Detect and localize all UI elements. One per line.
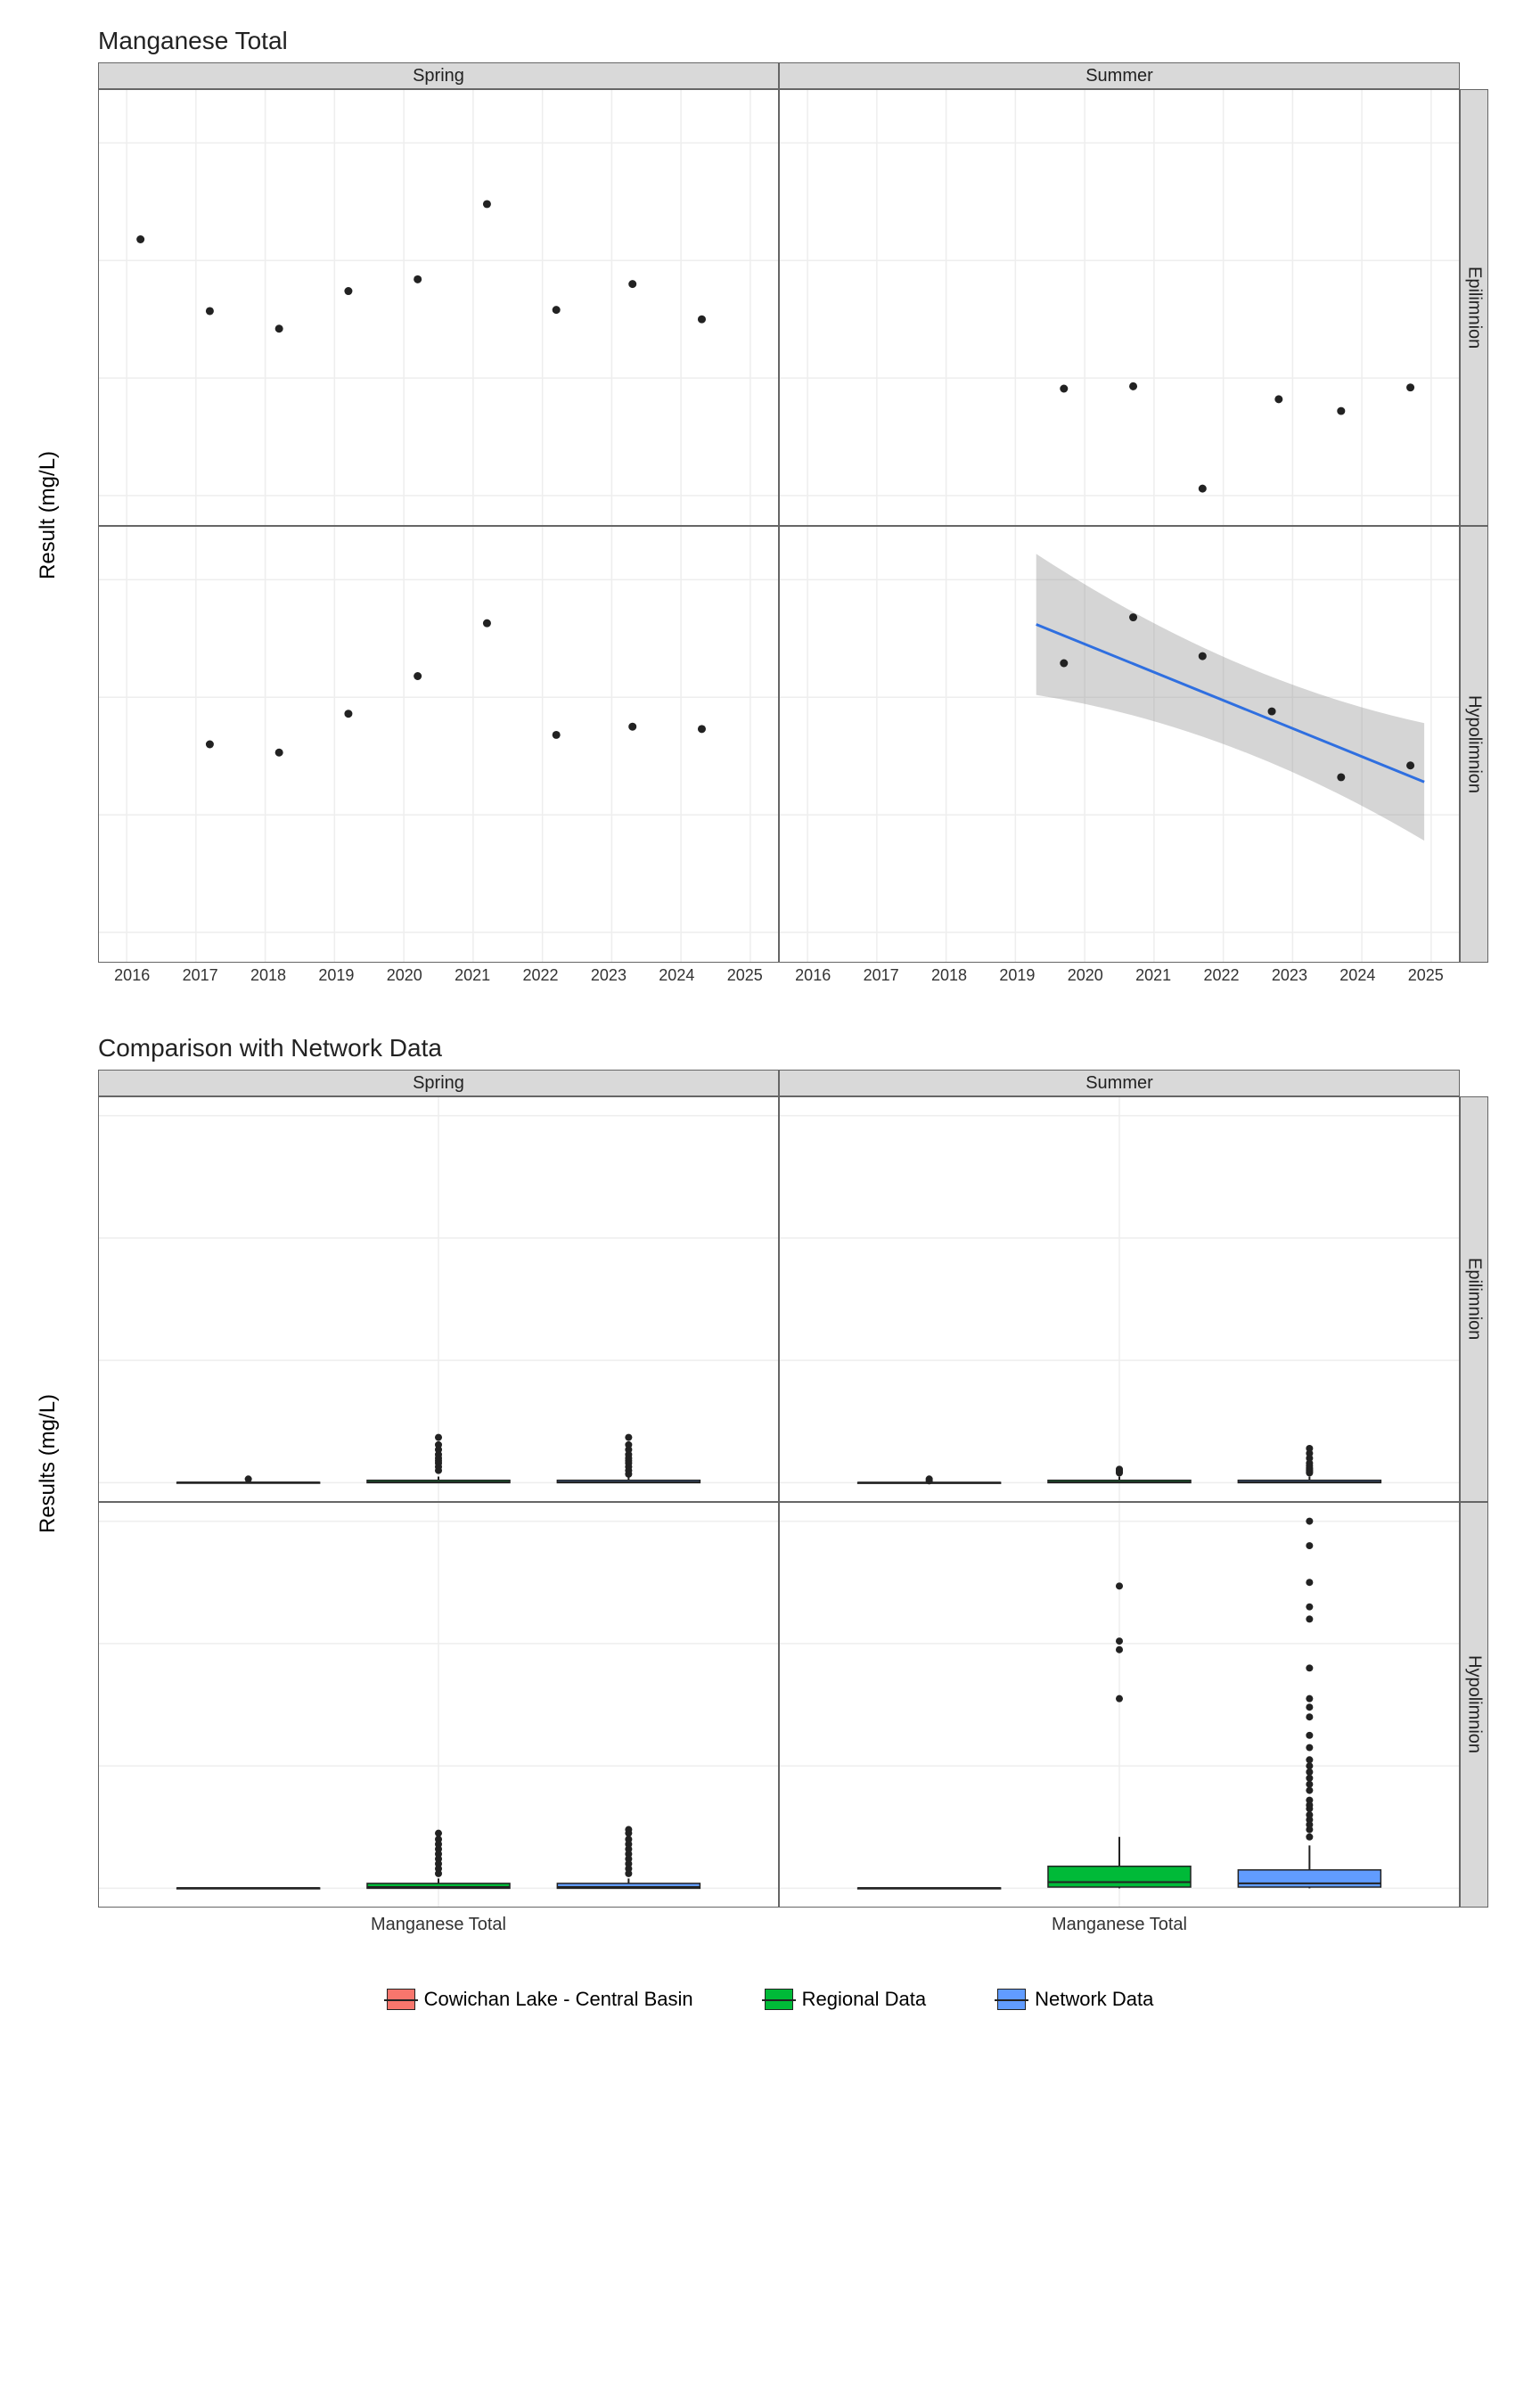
box-y-axis-label: Results (mg/L) [36,1394,61,1533]
box-facet-grid: Spring Summer 3210 Epilimnion 3210 Hypol… [98,1070,1488,1943]
box-title: Comparison with Network Data [98,1034,1513,1063]
panel-summer-epi [779,89,1460,526]
row-strip-hypo: Hypolimnion [1460,526,1488,963]
box-figure: Results (mg/L) Comparison with Network D… [27,1034,1513,1943]
col-strip-spring-b: Spring [98,1070,779,1096]
row-strip-hypo-b: Hypolimnion [1460,1502,1488,1908]
legend-item: Network Data [997,1988,1153,2011]
boxpanel-spring-epi: 3210 [98,1096,779,1502]
scatter-facet-grid: Spring Summer 0.0030.0020.0010.000 Epili… [98,62,1488,989]
scatter-figure: Result (mg/L) Manganese Total Spring Sum… [27,27,1513,989]
boxpanel-summer-hypo [779,1502,1460,1908]
row-strip-epi-b: Epilimnion [1460,1096,1488,1502]
col-strip-spring: Spring [98,62,779,89]
legend-item: Cowichan Lake - Central Basin [387,1988,693,2011]
row-strip-epi: Epilimnion [1460,89,1488,526]
panel-spring-epi: 0.0030.0020.0010.000 [98,89,779,526]
col-strip-summer: Summer [779,62,1460,89]
col-strip-summer-b: Summer [779,1070,1460,1096]
legend-item: Regional Data [765,1988,926,2011]
panel-spring-hypo: 0.0030.0020.0010.000 [98,526,779,963]
boxpanel-summer-epi [779,1096,1460,1502]
scatter-title: Manganese Total [98,27,1513,55]
boxpanel-spring-hypo: 3210 [98,1502,779,1908]
legend: Cowichan Lake - Central Basin Regional Da… [27,1988,1513,2011]
scatter-x-ticks: 2016201720182019202020212022202320242025… [98,963,1460,989]
scatter-y-axis-label: Result (mg/L) [36,451,61,579]
panel-summer-hypo [779,526,1460,963]
box-x-ticks: Manganese Total Manganese Total [98,1908,1460,1943]
